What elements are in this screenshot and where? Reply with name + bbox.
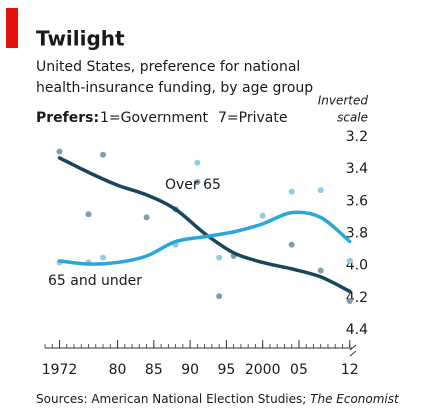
subtitle-line: health-insurance funding, by age group [36,80,313,96]
series-line [57,210,352,266]
red-tab [6,8,18,48]
source-text: Sources: American National Election Stud… [36,392,310,406]
scale-note: scale [337,111,368,125]
x-tick-label: 95 [217,362,235,378]
series-label: Over 65 [165,177,221,193]
data-point [143,214,150,221]
data-point [259,212,266,219]
x-tick-label: 80 [109,362,127,378]
x-tick-label: 1972 [42,362,78,378]
data-point [346,257,353,264]
data-point [56,148,63,155]
y-tick-label: 3.8 [346,226,368,242]
data-point [317,187,324,194]
data-point [85,211,92,218]
axis-break [349,344,357,357]
source-italic: The Economist [310,392,400,406]
y-tick-label: 4.4 [346,322,368,338]
scale-note: Inverted [318,94,369,108]
y-tick-label: 3.4 [346,161,368,177]
data-point [317,267,324,274]
subtitle-line: United States, preference for national [36,59,300,75]
x-tick-label: 90 [181,362,199,378]
series-line [57,156,352,294]
data-point [216,254,223,261]
data-point [100,254,107,261]
source: Sources: American National Election Stud… [36,392,400,406]
x-tick-label: 2000 [245,362,281,378]
data-point [346,298,353,305]
series-label: 65 and under [48,273,142,289]
x-tick-label: 12 [341,362,359,378]
y-tick-label: 3.6 [346,193,368,209]
data-point [216,293,223,300]
data-point [194,179,201,186]
data-point [288,241,295,248]
legend-item: 7=Private [218,110,287,126]
data-point [288,188,295,195]
x-tick-label: 05 [290,362,308,378]
legend-item: 1=Government [100,110,208,126]
chart-title: Twilight [36,27,125,51]
data-point [100,151,107,158]
x-tick-label: 85 [145,362,163,378]
legend-prefix: Prefers: [36,110,99,126]
data-point [194,159,201,166]
y-tick-label: 3.2 [346,129,368,145]
